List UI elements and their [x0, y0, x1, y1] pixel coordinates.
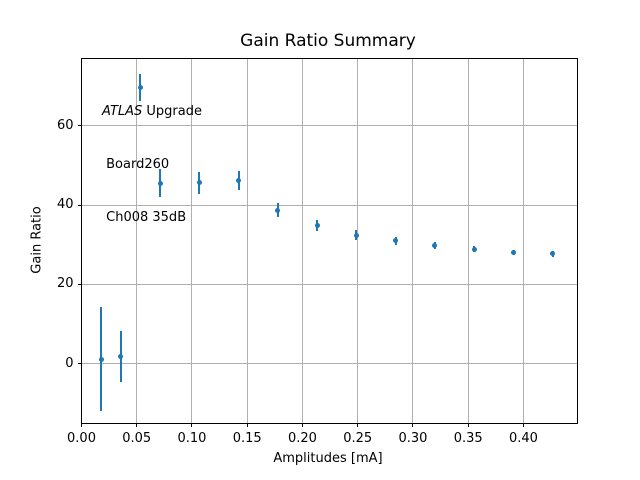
y-gridline	[81, 283, 577, 285]
x-tick-mark	[136, 422, 138, 427]
y-tick-mark	[77, 283, 82, 285]
data-point-marker	[137, 85, 143, 91]
x-tick-label: 0.00	[67, 430, 96, 446]
x-gridline	[301, 59, 303, 423]
y-gridline	[81, 204, 577, 206]
annotation-upgrade-text: Upgrade	[142, 103, 202, 119]
y-tick-label: 40	[56, 197, 74, 213]
x-tick-label: 0.05	[122, 430, 152, 446]
annotation-line-channel: Ch008 35dB	[102, 210, 187, 226]
x-tick-label: 0.30	[398, 430, 428, 446]
y-gridline	[81, 363, 577, 365]
x-tick-mark	[246, 422, 248, 427]
x-tick-label: 0.10	[177, 430, 207, 446]
data-point-marker	[471, 246, 477, 252]
data-point-marker	[98, 356, 104, 362]
x-gridline	[522, 59, 524, 423]
x-tick-label: 0.20	[287, 430, 317, 446]
data-point-marker	[353, 232, 359, 238]
x-gridline	[136, 59, 138, 423]
y-tick-label: 0	[65, 355, 74, 371]
y-tick-label: 20	[56, 276, 74, 292]
x-gridline	[246, 59, 248, 423]
x-gridline	[467, 59, 469, 423]
data-point-marker	[550, 251, 556, 257]
x-tick-mark	[522, 422, 524, 427]
x-tick-label: 0.40	[508, 430, 538, 446]
x-tick-mark	[412, 422, 414, 427]
annotation-line-experiment: ATLAS Upgrade	[102, 103, 202, 121]
y-tick-mark	[77, 363, 82, 365]
x-gridline	[357, 59, 359, 423]
y-tick-mark	[77, 204, 82, 206]
y-tick-mark	[77, 125, 82, 127]
data-point-marker	[196, 180, 202, 186]
x-tick-mark	[301, 422, 303, 427]
x-tick-label: 0.15	[232, 430, 262, 446]
x-tick-label: 0.35	[453, 430, 483, 446]
x-axis-label: Amplitudes [mA]	[273, 451, 383, 466]
x-gridline	[191, 59, 193, 423]
data-point-marker	[432, 242, 438, 248]
x-gridline	[412, 59, 414, 423]
data-point-marker	[275, 207, 281, 213]
data-point-marker	[236, 177, 242, 183]
annotation-line-board: Board260	[102, 156, 170, 172]
y-axis-label: Gain Ratio	[29, 206, 45, 274]
x-tick-mark	[357, 422, 359, 427]
data-point-marker	[393, 238, 399, 244]
x-tick-mark	[81, 422, 82, 427]
annotation-block: ATLAS Upgrade Board260 Ch008 35dB	[102, 67, 202, 263]
y-tick-label: 60	[56, 117, 74, 133]
data-point-marker	[118, 354, 124, 360]
data-point-marker	[157, 180, 163, 186]
plot-area: 0.00 0.05 0.10 0.15 0.20 0.25 0.30 0.35 0.40 0 20 4…	[57, 58, 578, 446]
chart-title: Gain Ratio Summary	[240, 31, 416, 51]
annotation-atlas-text: ATLAS	[102, 103, 143, 119]
x-tick-label: 0.25	[343, 430, 373, 446]
data-point-marker	[511, 250, 517, 256]
y-gridline	[81, 125, 577, 127]
data-point-marker	[314, 223, 320, 229]
x-tick-mark	[191, 422, 193, 427]
x-tick-mark	[467, 422, 469, 427]
